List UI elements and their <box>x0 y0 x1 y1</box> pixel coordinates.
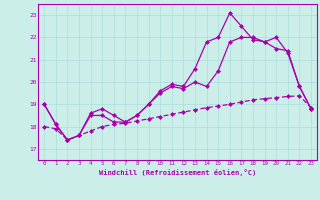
X-axis label: Windchill (Refroidissement éolien,°C): Windchill (Refroidissement éolien,°C) <box>99 169 256 176</box>
